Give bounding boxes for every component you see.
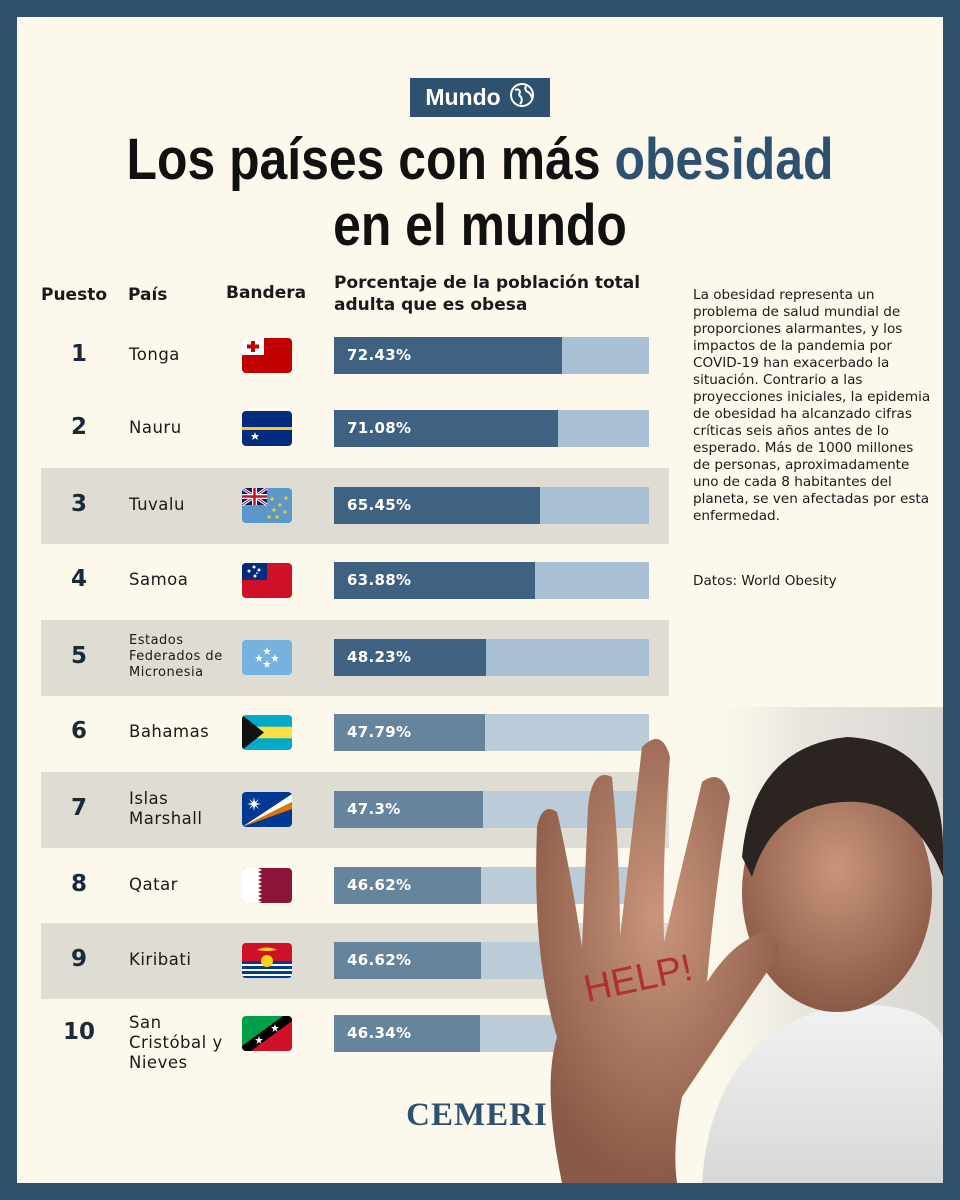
globe-icon (509, 82, 535, 114)
bar-fill (334, 562, 536, 599)
bar-track: 65.45% (334, 487, 649, 524)
micronesia-flag-icon (242, 640, 292, 675)
nauru-flag-icon (242, 411, 292, 446)
bar-fill (334, 867, 481, 904)
rank-number: 9 (70, 946, 87, 972)
bar-fill (334, 1015, 480, 1052)
kiribati-flag-icon (242, 943, 292, 978)
infographic-card: Mundo Los países con más obesidad en el … (17, 17, 943, 1183)
marshall-islands-flag-icon (242, 792, 292, 827)
bar-value-label: 47.79% (347, 723, 412, 741)
rank-number: 6 (70, 718, 87, 744)
category-tag: Mundo (410, 78, 550, 117)
bahamas-flag-icon (242, 715, 292, 750)
bar-fill (334, 639, 486, 676)
header-rank: Puesto (41, 285, 108, 305)
bar-fill (334, 791, 483, 828)
header-value: Porcentaje de la población total adulta … (334, 273, 641, 315)
country-name: Qatar (129, 875, 178, 894)
bar-value-label: 72.43% (347, 346, 412, 364)
country-name: Estados Federados de Micronesia (129, 633, 223, 680)
category-label: Mundo (425, 84, 501, 110)
bar-fill (334, 714, 485, 751)
country-name: Islas Marshall (129, 789, 203, 828)
bar-value-label: 47.3% (347, 800, 401, 818)
country-name: Tonga (129, 345, 180, 364)
country-name: Samoa (129, 570, 189, 589)
rank-number: 5 (70, 643, 87, 669)
bar-fill (334, 337, 563, 374)
bar-fill (334, 487, 541, 524)
page-title: Los países con más obesidad en el mundo (126, 127, 834, 258)
header-flag: Bandera (226, 283, 307, 303)
bar-value-label: 48.23% (347, 648, 412, 666)
data-source: Datos: World Obesity (693, 573, 837, 589)
hero-photo: HELP! (502, 707, 943, 1183)
bar-track: 47.79% (334, 714, 649, 751)
bar-track: 71.08% (334, 410, 649, 447)
rank-number: 2 (70, 414, 87, 440)
bar-value-label: 46.62% (347, 951, 412, 969)
rank-number: 3 (70, 491, 87, 517)
brand-logo: CEMERI (406, 1097, 548, 1133)
bar-value-label: 71.08% (347, 419, 412, 437)
bar-value-label: 63.88% (347, 571, 412, 589)
bar-fill (334, 942, 481, 979)
bar-value-label: 46.34% (347, 1024, 412, 1042)
rank-number: 4 (70, 566, 87, 592)
country-name: Kiribati (129, 950, 192, 969)
rank-number: 1 (70, 341, 87, 367)
tonga-flag-icon (242, 338, 292, 373)
rank-number: 8 (70, 871, 87, 897)
bar-track: 72.43% (334, 337, 649, 374)
bar-fill (334, 410, 558, 447)
header-country: País (128, 285, 168, 305)
country-name: Nauru (129, 418, 182, 437)
bar-value-label: 65.45% (347, 496, 412, 514)
title-highlight: obesidad (614, 127, 834, 192)
rank-number: 7 (70, 795, 87, 821)
description-text: La obesidad representa un problema de sa… (693, 287, 931, 524)
country-name: Bahamas (129, 722, 210, 741)
bar-track: 48.23% (334, 639, 649, 676)
rank-number: 10 (62, 1019, 95, 1045)
tuvalu-flag-icon (242, 488, 292, 523)
country-name: San Cristóbal y Nieves (129, 1013, 223, 1072)
qatar-flag-icon (242, 868, 292, 903)
bar-value-label: 46.62% (347, 876, 412, 894)
country-name: Tuvalu (129, 495, 185, 514)
saint-kitts-nevis-flag-icon (242, 1016, 292, 1051)
bar-track: 63.88% (334, 562, 649, 599)
samoa-flag-icon (242, 563, 292, 598)
